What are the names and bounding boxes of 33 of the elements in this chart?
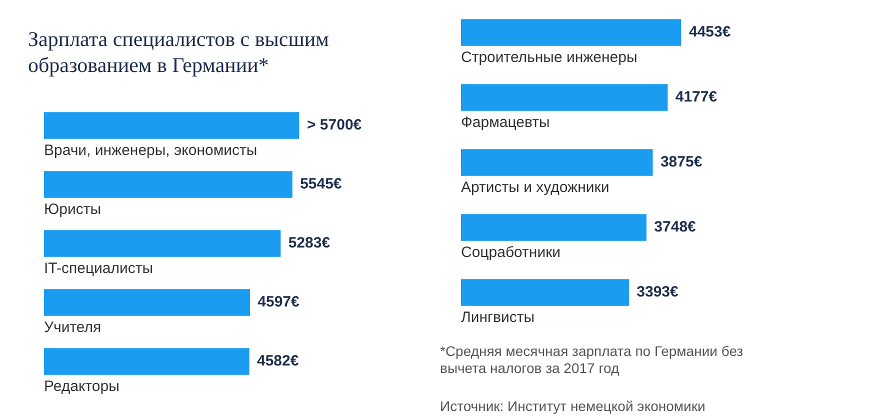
bar [461, 84, 668, 111]
bar [44, 171, 292, 198]
data-label: > 5700€ [307, 116, 362, 134]
data-label: 4582€ [256, 352, 300, 370]
bar [461, 149, 653, 176]
bar [461, 279, 629, 306]
bar [44, 230, 281, 257]
data-label: 4453€ [689, 24, 732, 41]
data-label: 5545€ [300, 176, 342, 193]
y-tick-label: Учителя [44, 319, 102, 336]
data-label: 5283€ [288, 234, 331, 252]
bar [44, 289, 250, 316]
data-label: 4177€ [675, 88, 718, 106]
chart-title: Зарплата специалистов с высшим образованием в Германии* [28, 26, 330, 78]
y-tick-label: Строительные инженеры [461, 49, 638, 66]
text: Источник: Институт немецкой экономики [440, 398, 706, 415]
bar [44, 112, 299, 139]
y-tick-label: IT-специалисты [44, 260, 154, 278]
data-label: 3393€ [636, 284, 679, 301]
data-label: 4597€ [258, 294, 300, 311]
bar [461, 19, 681, 46]
y-tick-label: Врачи, инженеры, экономисты [44, 142, 258, 160]
bar [44, 348, 250, 375]
y-tick-label: Соцработники [461, 244, 561, 262]
y-tick-label: Артисты и художники [461, 179, 610, 196]
y-tick-label: Юристы [44, 201, 102, 218]
y-tick-label: Фармацевты [461, 114, 550, 132]
annotation: *Средняя месячная зарплата по Германии без вычета налогов за 2017 год [440, 343, 744, 377]
bar [461, 214, 646, 241]
y-tick-label: Лингвисты [461, 309, 534, 326]
data-label: 3875€ [660, 154, 703, 171]
data-label: 3748€ [654, 218, 697, 236]
y-tick-label: Редакторы [44, 378, 120, 396]
